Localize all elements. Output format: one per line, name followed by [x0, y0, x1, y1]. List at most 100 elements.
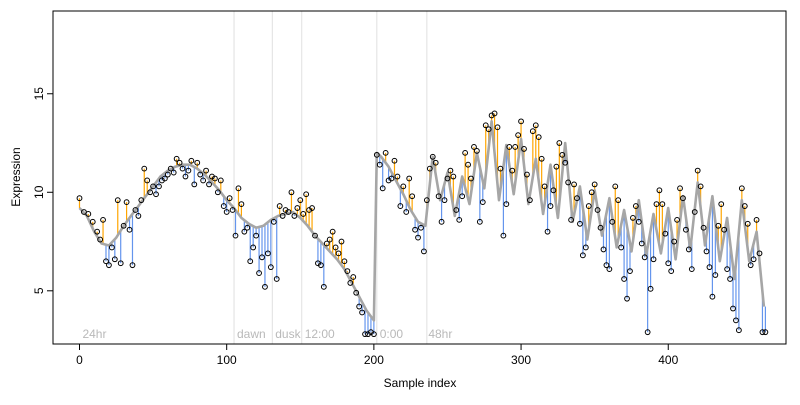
data-point [400, 183, 407, 190]
data-point [568, 216, 575, 223]
data-point [482, 122, 489, 129]
data-point [94, 228, 101, 235]
data-point [606, 266, 613, 273]
data-point [117, 260, 124, 267]
data-point [288, 189, 295, 196]
data-point [721, 226, 728, 233]
data-point [244, 224, 251, 231]
data-point [497, 165, 504, 172]
data-point [447, 167, 454, 174]
data-point [317, 262, 324, 269]
data-point [715, 222, 722, 229]
data-point [167, 165, 174, 172]
data-point [111, 256, 118, 263]
annotation-label: dusk [275, 327, 301, 341]
data-point [291, 213, 298, 219]
data-point [574, 195, 580, 202]
data-point [129, 262, 136, 269]
data-point [164, 171, 171, 178]
data-point [671, 238, 678, 245]
data-point [659, 201, 666, 208]
data-point [214, 189, 221, 196]
data-point [200, 177, 207, 184]
data-point [538, 155, 545, 162]
data-point [170, 169, 177, 176]
data-point [259, 254, 265, 261]
data-point [203, 167, 209, 174]
data-point [709, 293, 716, 300]
data-point [421, 248, 427, 255]
annotation-label: dawn [237, 327, 266, 341]
data-point [503, 201, 510, 208]
data-point [680, 195, 686, 202]
data-point [373, 151, 380, 158]
data-point [250, 244, 257, 251]
data-point [653, 201, 660, 208]
data-point [718, 201, 725, 208]
data-point [350, 274, 357, 280]
data-point [465, 161, 471, 168]
data-point [153, 191, 159, 198]
data-point [612, 183, 619, 190]
data-point [370, 331, 377, 338]
data-point [341, 258, 348, 265]
data-point [515, 132, 522, 139]
data-point [535, 134, 542, 141]
data-point [685, 246, 692, 253]
data-point [738, 185, 745, 192]
data-point [491, 110, 498, 117]
data-point [297, 197, 304, 204]
data-point [735, 327, 742, 334]
data-point [683, 226, 689, 233]
data-point [759, 329, 766, 336]
data-point [353, 289, 360, 296]
data-point [591, 181, 598, 188]
data-point [526, 197, 533, 204]
data-point [423, 197, 430, 204]
data-point [223, 209, 230, 215]
data-point [329, 228, 336, 235]
data-point [191, 181, 198, 188]
data-point [656, 187, 663, 194]
data-point [435, 193, 442, 200]
data-point [615, 197, 622, 204]
data-point [217, 177, 224, 184]
residual-stems [78, 113, 766, 335]
annotation-label: 0:00 [380, 327, 404, 341]
data-point [388, 175, 395, 182]
data-point [132, 207, 139, 213]
y-tick-label: 5 [32, 287, 46, 294]
data-point [462, 149, 469, 156]
data-point [173, 155, 180, 162]
separator-lines [233, 11, 428, 344]
data-point [668, 268, 675, 274]
data-point [182, 173, 189, 180]
data-point [267, 264, 274, 271]
data-point [744, 220, 751, 227]
trend-path [78, 120, 766, 322]
data-point [309, 205, 315, 211]
data-point [256, 270, 262, 276]
data-point [270, 218, 277, 225]
x-tick-label: 100 [217, 353, 237, 367]
data-point [579, 252, 586, 259]
data-point [138, 197, 145, 204]
data-point [638, 240, 645, 247]
data-point [600, 246, 607, 253]
annotation-label: 12:00 [305, 327, 335, 341]
data-point [103, 258, 109, 265]
data-point [144, 177, 151, 184]
data-point [126, 226, 133, 233]
data-point [630, 214, 636, 221]
data-point [279, 213, 286, 219]
data-point [120, 222, 127, 229]
data-point [156, 183, 162, 190]
data-point [76, 195, 83, 202]
data-point [562, 159, 569, 166]
data-point [521, 146, 527, 152]
data-point [273, 276, 280, 282]
data-point [741, 203, 748, 209]
data-point [635, 218, 642, 225]
data-point [541, 183, 548, 190]
data-point [506, 144, 513, 150]
